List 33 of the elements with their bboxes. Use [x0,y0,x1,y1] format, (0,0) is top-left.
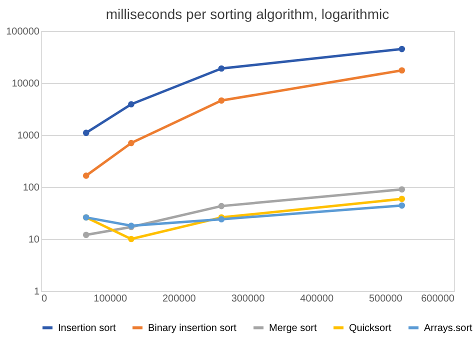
chart-title: milliseconds per sorting algorithm, logarithmic [106,6,390,22]
y-tick-label: 100 [22,182,40,194]
point [82,172,90,179]
legend-label: Binary insertion sort [148,322,237,334]
legend-label: Arrays.sort [424,322,473,334]
y-tick-label: 1000 [17,130,40,142]
legend-label: Merge sort [269,322,318,334]
point [398,196,406,202]
x-tick-label: 100000 [94,294,128,304]
x-tick-label: 200000 [162,294,196,304]
y-tick-label: 1 [34,286,40,298]
point [218,202,225,210]
point [82,232,90,238]
point [218,65,225,72]
x-tick-label: 600000 [421,294,455,304]
x-tick-label: 300000 [231,294,266,304]
legend-label: Quicksort [349,322,392,334]
point [398,67,406,74]
y-tick-label: 100000 [6,26,40,38]
point [128,101,134,108]
point [82,130,90,136]
point [218,97,225,104]
x-tick-label: 0 [42,294,48,304]
x-tick-label: 400000 [300,294,334,304]
y-tick-label: 10000 [12,78,40,90]
legend-label: Insertion sort [58,322,116,334]
y-tick-label: 10 [28,234,40,246]
point [398,46,406,52]
point [398,186,406,193]
point [128,236,134,242]
point [398,202,406,209]
point [128,140,134,146]
x-tick-label: 500000 [368,294,403,304]
